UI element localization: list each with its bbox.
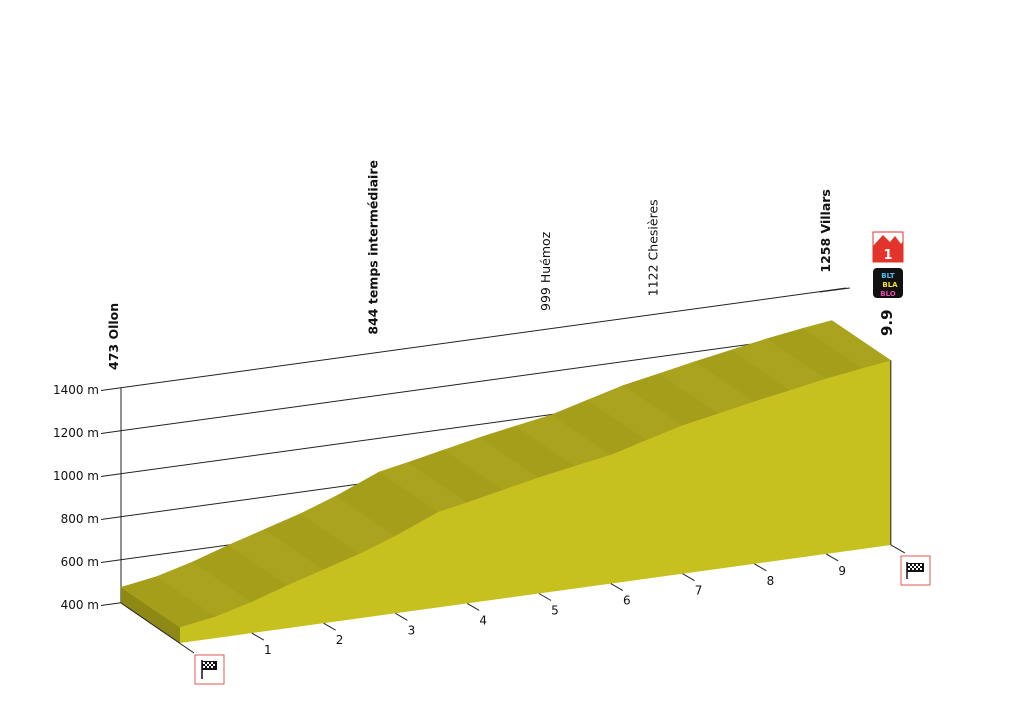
- x-tick-label: 3: [408, 623, 416, 637]
- start-leader: [120, 602, 195, 654]
- waypoint-label: 999 Huémoz: [538, 231, 553, 311]
- y-tick-label: 400 m: [61, 598, 99, 612]
- x-tick: [682, 573, 695, 582]
- x-tick: [610, 583, 624, 592]
- mountain-category-badge: 1: [872, 231, 904, 263]
- x-tick: [825, 553, 839, 562]
- y-tick-label: 1000 m: [53, 469, 99, 483]
- x-tick: [538, 593, 552, 601]
- x-tick: [251, 632, 265, 641]
- y-tick-label: 1400 m: [53, 383, 99, 397]
- svg-text:BLT: BLT: [881, 272, 895, 280]
- y-tick-label: 800 m: [61, 512, 99, 526]
- x-tick-label: 5: [551, 604, 559, 618]
- waypoint-label: 473 Ollon: [106, 303, 121, 370]
- sponsor-logo: BLT BLA BLO: [873, 268, 903, 298]
- profile-front-face: [180, 360, 891, 643]
- finish-leader: [890, 544, 906, 554]
- x-tick-label: 7: [695, 584, 703, 598]
- x-tick: [466, 602, 480, 611]
- x-tick-label: 6: [623, 594, 631, 608]
- x-tick: [754, 563, 767, 572]
- y-tick-label: 1200 m: [53, 426, 99, 440]
- profile-side-face: [121, 587, 180, 643]
- waypoint-label: 844 temps intermédiaire: [365, 160, 380, 335]
- x-tick: [395, 612, 408, 621]
- gridline: [100, 330, 847, 434]
- x-tick-label: 9: [838, 564, 846, 578]
- waypoint-label: 1258 Villars: [818, 189, 833, 273]
- start-flag-icon: [194, 654, 225, 685]
- gridline: [100, 287, 847, 391]
- x-tick: [323, 622, 336, 631]
- total-distance-label: 9.9: [878, 309, 896, 336]
- waypoint-label: 1122 Chesières: [646, 199, 661, 296]
- x-tick-label: 8: [767, 574, 775, 588]
- svg-text:BLO: BLO: [880, 290, 896, 298]
- svg-text:BLA: BLA: [882, 281, 898, 289]
- x-tick-label: 4: [479, 613, 487, 627]
- y-tick-label: 600 m: [61, 555, 99, 569]
- summit-leader: [819, 287, 850, 293]
- finish-flag-icon: [900, 555, 931, 586]
- x-tick-label: 1: [264, 643, 272, 657]
- x-tick-label: 2: [336, 633, 344, 647]
- mountain-category-number: 1: [883, 248, 892, 263]
